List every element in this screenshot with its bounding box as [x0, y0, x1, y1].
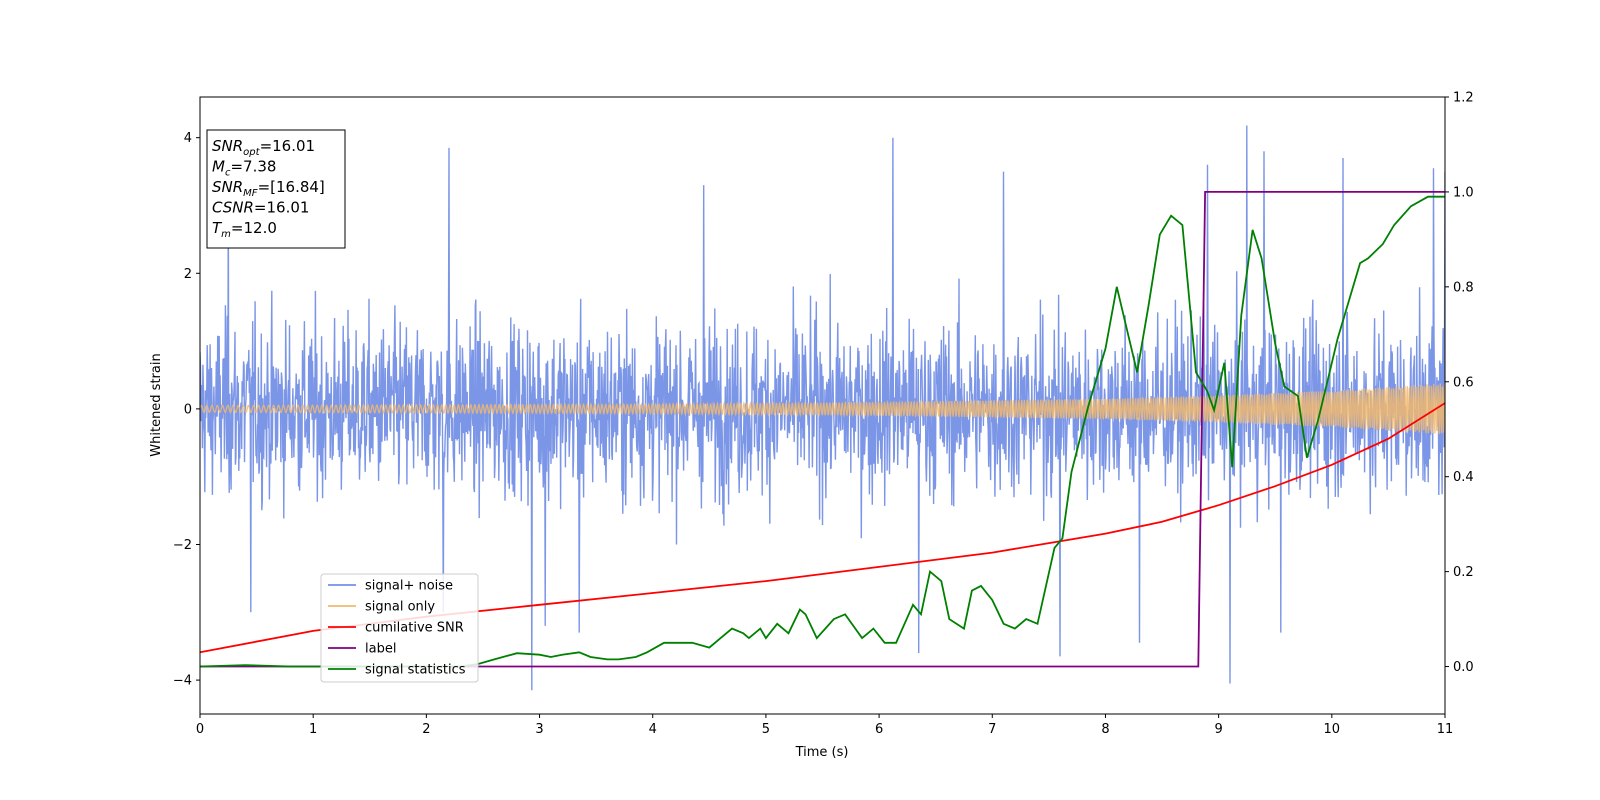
x-tick-label: 10	[1324, 722, 1341, 737]
y-axis-label: Whitened strain	[149, 353, 164, 456]
y-tick-label: 4	[184, 131, 192, 146]
legend-label: signal only	[365, 600, 435, 615]
y2-tick-label: 1.0	[1453, 185, 1474, 200]
x-tick-label: 5	[762, 722, 770, 737]
y-tick-label: −2	[173, 538, 192, 553]
legend-label: cumilative SNR	[365, 621, 464, 636]
y2-tick-label: 0.0	[1453, 660, 1474, 675]
x-tick-label: 9	[1214, 722, 1222, 737]
annotation-line: SNRMF=[16.84]	[212, 178, 325, 199]
y-tick-label: 0	[184, 402, 192, 417]
y2-tick-label: 0.2	[1453, 565, 1474, 580]
x-tick-label: 7	[988, 722, 996, 737]
y-tick-label: 2	[184, 267, 192, 282]
annotation-line: SNRopt=16.01	[212, 137, 315, 158]
y2-tick-label: 0.8	[1453, 280, 1474, 295]
x-tick-label: 2	[422, 722, 430, 737]
x-axis-label: Time (s)	[795, 745, 849, 760]
annotation-line: CSNR=16.01	[212, 199, 309, 217]
x-tick-label: 3	[535, 722, 543, 737]
series-label	[200, 191, 1445, 668]
series-signal-only	[200, 383, 1445, 435]
legend-label: signal+ noise	[365, 579, 453, 594]
y2-tick-label: 0.4	[1453, 470, 1474, 485]
x-tick-label: 11	[1437, 722, 1454, 737]
annotation-line: Mc=7.38	[212, 158, 276, 179]
y2-tick-label: 1.2	[1453, 91, 1474, 106]
x-tick-label: 4	[649, 722, 657, 737]
annotation-line: Tm=12.0	[212, 219, 277, 240]
x-tick-label: 8	[1101, 722, 1109, 737]
series-signal-statistics	[200, 195, 1445, 668]
x-tick-label: 1	[309, 722, 317, 737]
legend-label: signal statistics	[365, 663, 466, 678]
legend	[320, 573, 479, 683]
y2-tick-label: 0.6	[1453, 375, 1474, 390]
x-tick-label: 0	[196, 722, 204, 737]
annotation-box	[206, 129, 346, 249]
series-cumilative-snr	[200, 402, 1445, 654]
x-tick-label: 6	[875, 722, 883, 737]
y-tick-label: −4	[173, 674, 192, 689]
plot-frame	[199, 96, 1446, 715]
legend-label: label	[365, 642, 396, 657]
